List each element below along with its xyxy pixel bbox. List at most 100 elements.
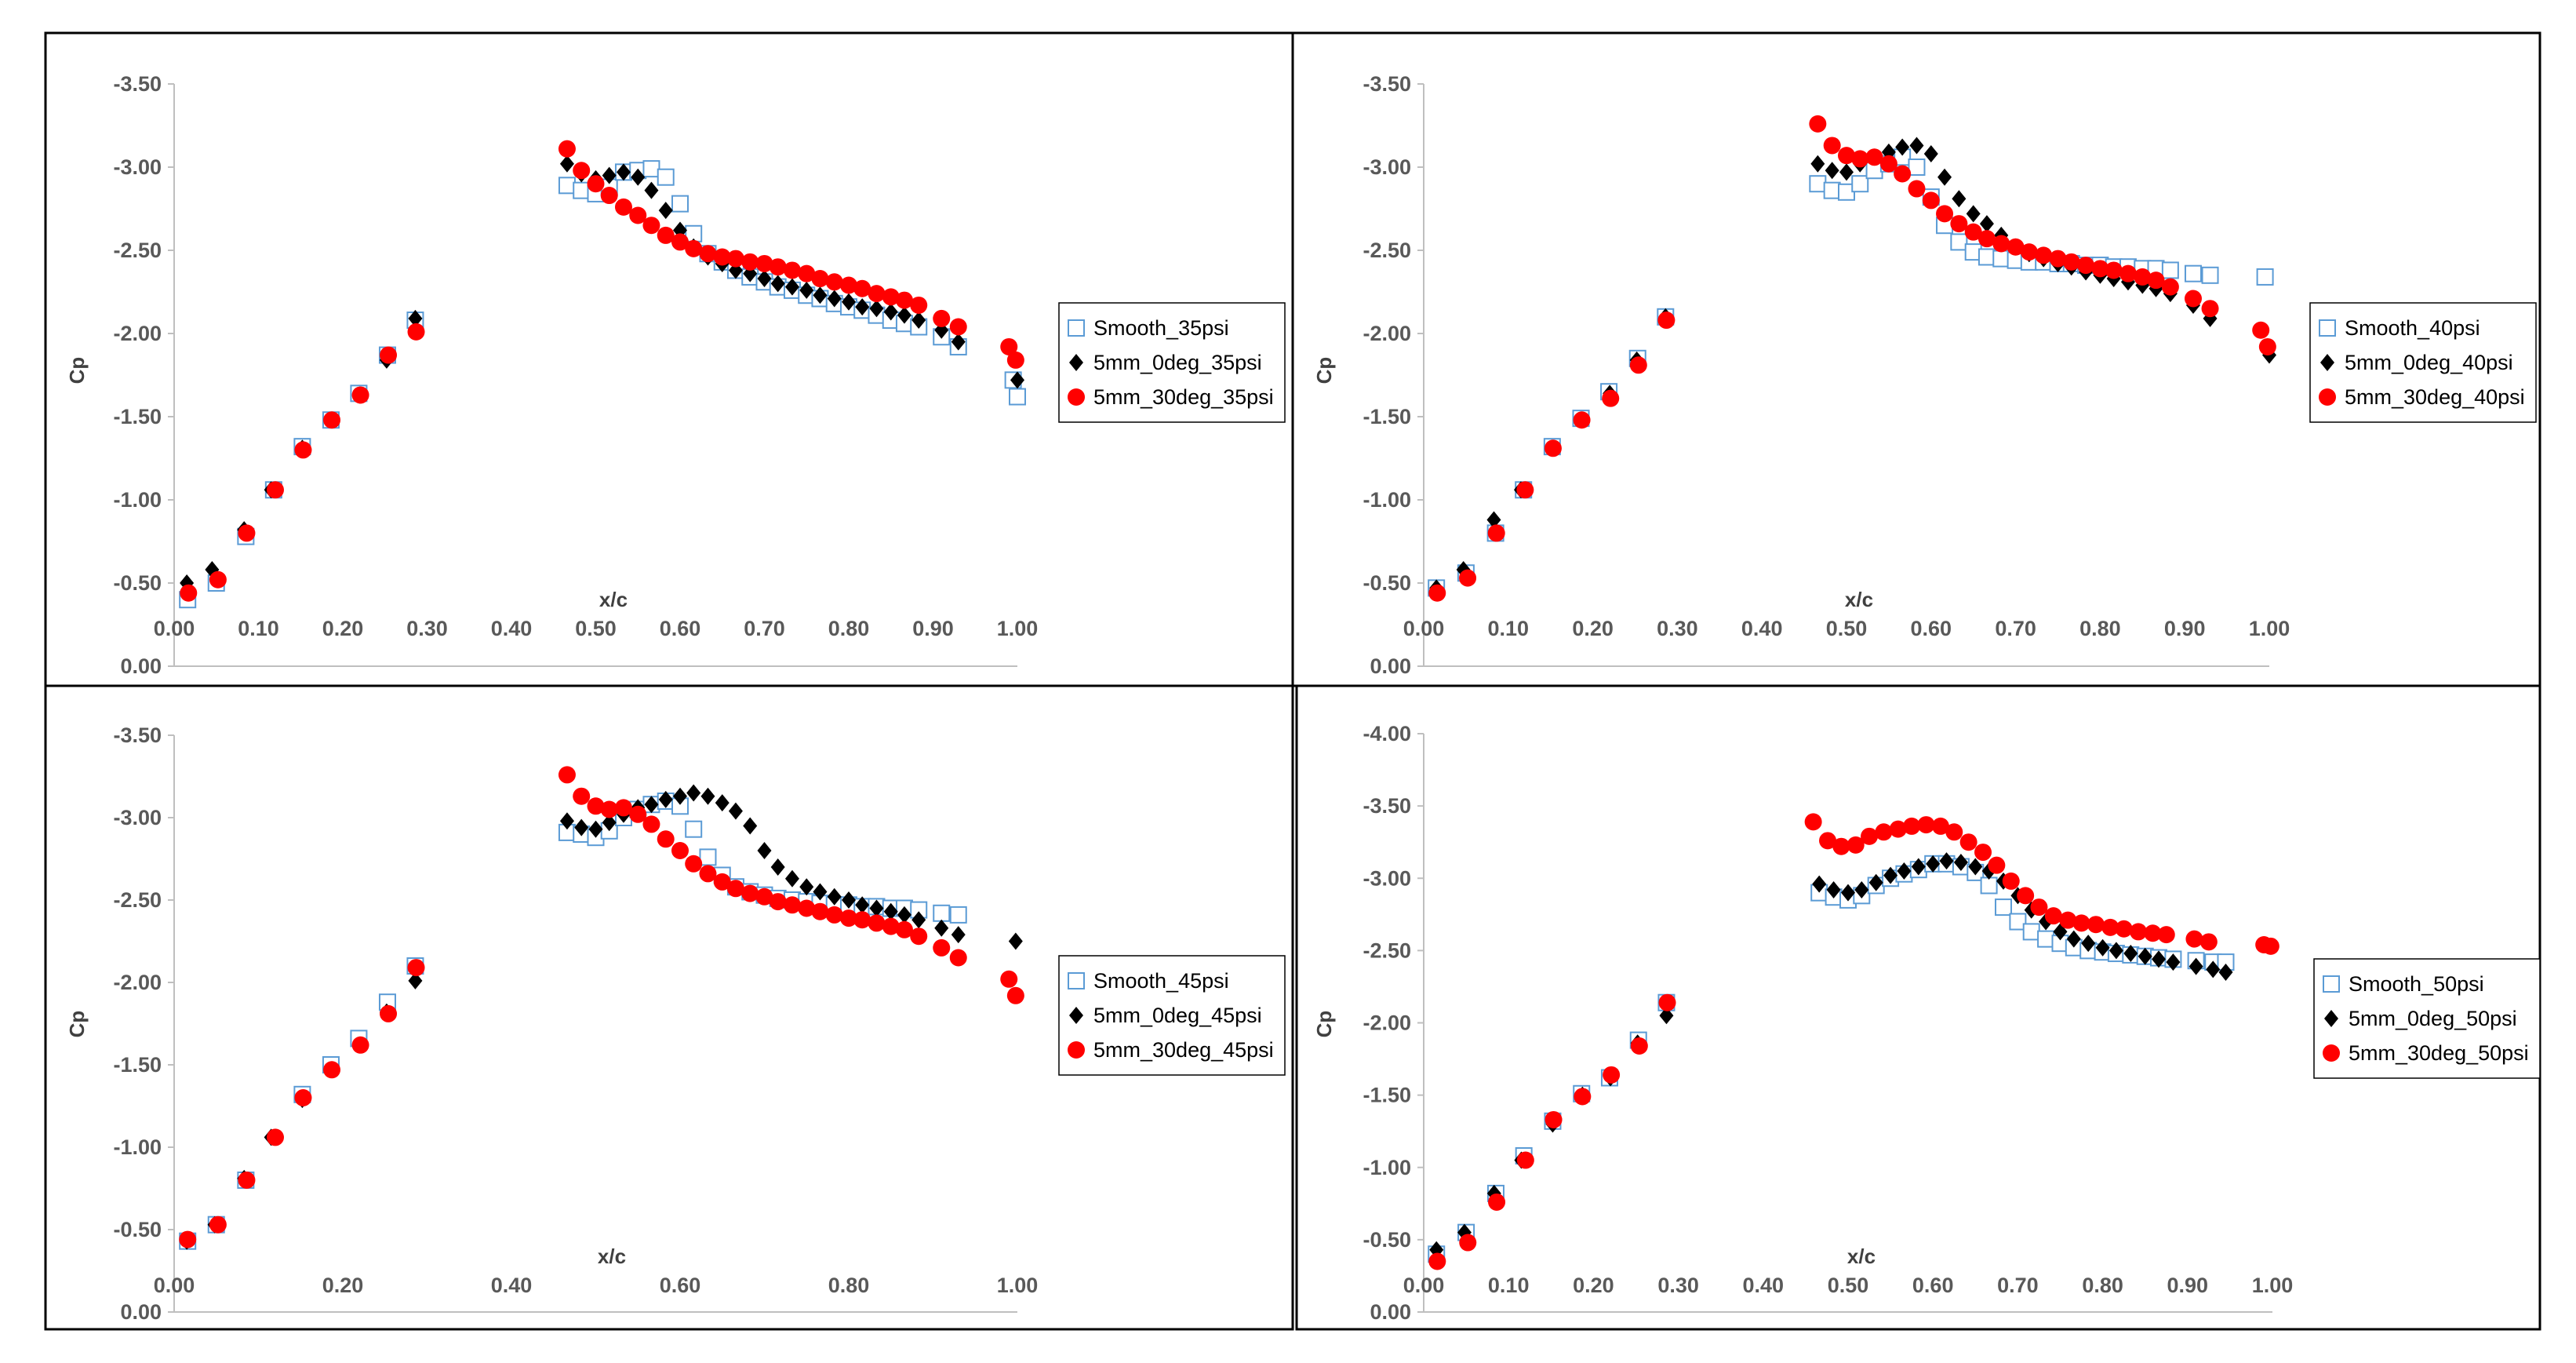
data-point xyxy=(949,949,967,967)
data-point xyxy=(713,248,731,266)
data-point xyxy=(629,206,647,224)
legend-label: 5mm_30deg_45psi xyxy=(1093,1038,1274,1062)
data-point xyxy=(407,959,425,977)
data-point xyxy=(1908,180,1926,198)
data-point xyxy=(1809,175,1827,193)
data-point xyxy=(2049,250,2067,268)
data-point xyxy=(1964,223,1982,241)
data-point xyxy=(1968,858,1983,876)
series-5mm_30deg_40psi xyxy=(1428,115,2276,602)
x-axis-label: x/c xyxy=(598,1245,626,1268)
data-point xyxy=(1000,337,1018,355)
data-point xyxy=(2037,930,2055,948)
y-tick-label: -1.00 xyxy=(1363,1156,1411,1179)
data-point xyxy=(2108,942,2123,960)
data-point xyxy=(2017,887,2035,905)
data-point xyxy=(1936,205,1954,223)
data-point xyxy=(629,805,647,823)
data-point xyxy=(2022,923,2040,941)
data-point xyxy=(726,880,744,898)
data-point xyxy=(407,323,425,341)
data-point xyxy=(1602,389,1620,407)
data-point xyxy=(323,1061,341,1079)
y-axis-label: Cp xyxy=(1312,1011,1336,1038)
data-point xyxy=(1923,145,1938,163)
data-point xyxy=(2201,300,2219,318)
data-point xyxy=(587,797,605,815)
data-point xyxy=(842,293,856,311)
data-point xyxy=(827,290,842,308)
y-tick-label: 0.00 xyxy=(1370,654,1411,678)
data-point xyxy=(238,524,256,542)
data-point xyxy=(755,887,773,906)
data-point xyxy=(882,288,900,306)
series-5mm_30deg_45psi xyxy=(179,766,1024,1248)
chart-2: 0.00 -0.50 -1.00 -1.50 -2.00 -2.50 -3.00 -3.50 0… xyxy=(1291,31,2541,687)
data-point xyxy=(741,253,759,271)
data-point xyxy=(784,869,799,887)
data-point xyxy=(783,896,801,914)
data-point xyxy=(2184,264,2202,282)
x-tick-label: 0.70 xyxy=(1997,1274,2039,1297)
y-tick-label: 0.00 xyxy=(1370,1300,1411,1324)
data-point xyxy=(757,842,772,859)
data-point xyxy=(2166,953,2181,971)
legend-marker xyxy=(2324,1010,2338,1027)
data-point xyxy=(951,333,966,351)
data-point xyxy=(2161,261,2179,279)
data-point xyxy=(1950,233,1968,251)
legend-marker xyxy=(1068,319,1085,337)
data-point xyxy=(897,906,911,924)
legend-label: 5mm_0deg_40psi xyxy=(2345,351,2513,374)
data-point xyxy=(671,233,689,251)
data-point xyxy=(933,904,951,922)
data-point xyxy=(770,275,785,293)
data-point xyxy=(559,812,574,830)
data-point xyxy=(911,312,926,330)
data-point xyxy=(1544,439,1562,457)
data-point xyxy=(728,802,743,820)
data-point xyxy=(2062,253,2080,271)
data-point xyxy=(2105,261,2123,279)
series-5mm_30deg_35psi xyxy=(180,140,1024,602)
data-point xyxy=(1428,1252,1446,1270)
data-point xyxy=(559,155,574,173)
y-tick-label: -3.00 xyxy=(1363,866,1411,890)
y-tick-label: -2.00 xyxy=(1363,1011,1411,1035)
data-point xyxy=(1841,884,1855,902)
legend-marker xyxy=(1068,1041,1085,1059)
series-5mm_0deg_40psi xyxy=(1429,137,2276,597)
x-tick-label: 0.90 xyxy=(2167,1274,2209,1297)
data-point xyxy=(380,1004,398,1022)
data-point xyxy=(2252,321,2270,339)
data-point xyxy=(2138,947,2152,965)
data-point xyxy=(657,168,675,186)
x-axis-label: x/c xyxy=(1847,1245,1876,1268)
x-tick-label: 0.40 xyxy=(1741,617,1783,640)
data-point xyxy=(2130,923,2148,941)
data-point xyxy=(267,1128,284,1146)
data-point xyxy=(180,584,198,602)
x-tick-label: 0.10 xyxy=(1488,1274,1530,1297)
data-point xyxy=(715,794,730,812)
data-point xyxy=(2134,268,2152,286)
data-point xyxy=(1428,584,1446,602)
x-tick-label: 0.80 xyxy=(2082,1274,2123,1297)
data-point xyxy=(2261,937,2279,955)
x-tick-label: 1.00 xyxy=(997,617,1039,640)
y-tick-label: -3.50 xyxy=(113,72,162,96)
data-point xyxy=(882,917,900,935)
data-point xyxy=(1952,190,1967,208)
data-point xyxy=(1000,970,1018,988)
data-point xyxy=(910,927,928,946)
data-point xyxy=(587,175,605,193)
legend-box xyxy=(2313,958,2541,1079)
data-point xyxy=(1894,165,1912,183)
data-point xyxy=(1812,875,1827,893)
data-point xyxy=(1630,1037,1648,1055)
x-tick-label: 0.90 xyxy=(912,617,954,640)
x-tick-label: 0.50 xyxy=(575,617,617,640)
legend-marker xyxy=(2323,1044,2340,1062)
data-point xyxy=(699,245,717,263)
x-tick-label: 0.70 xyxy=(1995,617,2036,640)
